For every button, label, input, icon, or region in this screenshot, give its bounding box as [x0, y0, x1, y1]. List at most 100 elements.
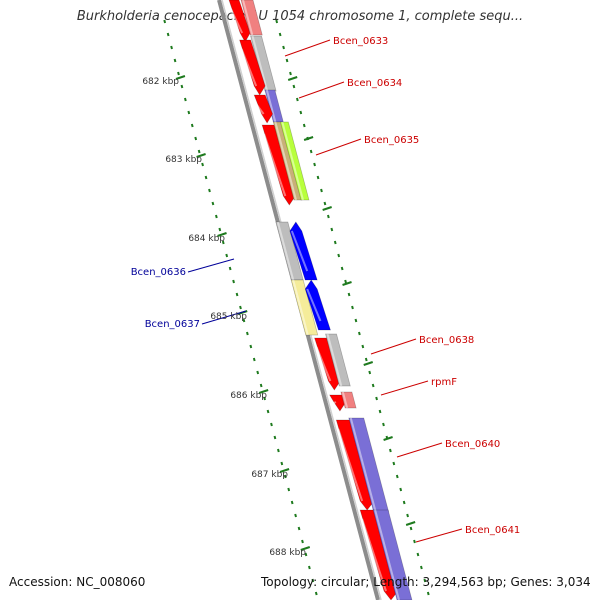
gene-bcen-0634-shine — [265, 89, 277, 123]
right-ruler-minor-tick — [371, 383, 375, 388]
right-ruler-minor-tick — [299, 110, 303, 115]
right-ruler-minor-tick — [382, 422, 385, 427]
ruler-label-682: 682 kbp — [142, 77, 179, 87]
gene-bcen-0636-shine — [276, 221, 295, 281]
gene-bcen-0633-top-shine — [242, 0, 254, 36]
right-ruler-minor-tick — [309, 149, 313, 154]
right-ruler-minor-tick — [423, 578, 427, 583]
left-ruler-minor-tick — [252, 357, 256, 362]
right-ruler-minor-tick — [395, 474, 399, 479]
left-ruler-major-tick — [217, 232, 227, 237]
left-ruler-minor-tick — [308, 565, 311, 570]
gene-label-bcen-0640[interactable]: Bcen_0640 — [445, 439, 500, 450]
left-ruler-minor-tick — [177, 71, 180, 76]
left-ruler-minor-tick — [204, 175, 208, 180]
right-ruler-minor-tick — [344, 279, 347, 284]
gene-bcen-0636-blue-shine — [290, 230, 309, 272]
right-ruler-minor-tick — [409, 526, 413, 531]
right-ruler-minor-tick — [327, 214, 330, 219]
gene-bcen-0632-shine — [230, 8, 244, 34]
topology-text: Topology: circular; Length: 3,294,563 bp… — [261, 575, 591, 589]
gene-label-bcen-0635[interactable]: Bcen_0635 — [364, 135, 419, 146]
gene-bcen-0632 — [228, 0, 251, 43]
left-ruler-minor-tick — [190, 123, 194, 128]
gene-bcen-0635-red-shine — [263, 133, 287, 197]
right-ruler-minor-tick — [375, 396, 378, 401]
left-ruler-minor-tick — [221, 240, 225, 245]
right-ruler-minor-tick — [351, 305, 354, 310]
left-ruler-minor-tick — [314, 591, 318, 596]
gene-label-bcen-0633[interactable]: Bcen_0633 — [333, 36, 388, 47]
left-ruler-minor-tick — [294, 513, 297, 518]
right-ruler-minor-tick — [364, 357, 368, 362]
leader-bcen-0633 — [284, 39, 331, 57]
gene-label-bcen-0634[interactable]: Bcen_0634 — [347, 78, 402, 89]
gene-bcen-0640-red-shine — [337, 428, 364, 502]
gene-bcen-0635-tan — [272, 121, 303, 201]
leader-bcen-0636 — [187, 258, 235, 273]
leader-rpmf — [380, 380, 429, 396]
left-ruler-minor-tick — [249, 344, 253, 349]
gene-rpmf-shine — [341, 391, 349, 409]
right-ruler-minor-tick — [292, 84, 296, 89]
right-ruler-minor-tick — [399, 487, 403, 492]
leader-bcen-0637 — [201, 310, 247, 325]
right-ruler-major-tick — [322, 206, 332, 211]
right-ruler-minor-tick — [323, 201, 327, 206]
gene-bcen-0640-shine — [349, 417, 377, 513]
left-ruler-major-tick — [196, 153, 206, 158]
left-ruler-minor-tick — [263, 396, 266, 401]
right-ruler-minor-tick — [368, 370, 372, 375]
gene-bcen-0635-shine — [281, 121, 304, 201]
left-ruler-minor-tick — [256, 370, 260, 375]
gene-label-bcen-0638[interactable]: Bcen_0638 — [419, 335, 474, 346]
right-ruler-major-tick — [303, 136, 314, 141]
left-ruler-minor-tick — [301, 539, 304, 544]
gene-layer[interactable] — [228, 0, 413, 600]
right-ruler-minor-tick — [340, 266, 344, 271]
right-ruler-minor-tick — [406, 513, 409, 518]
left-ruler-minor-tick — [235, 292, 239, 297]
gene-label-bcen-0637[interactable]: Bcen_0637 — [145, 319, 200, 330]
left-ruler-minor-tick — [239, 305, 242, 310]
left-ruler-major-tick — [175, 75, 186, 80]
right-ruler-major-tick — [363, 361, 374, 366]
right-ruler-minor-tick — [402, 500, 406, 505]
left-ruler-minor-tick — [304, 552, 308, 557]
leader-bcen-0638 — [370, 338, 417, 355]
right-ruler-minor-tick — [358, 331, 361, 336]
right-ruler-minor-tick — [347, 292, 351, 297]
leader-bcen-0634 — [298, 81, 345, 99]
left-ruler-minor-tick — [311, 578, 315, 583]
left-ruler-minor-tick — [270, 422, 273, 427]
gene-bcen-0638-red — [314, 337, 341, 391]
ruler-label-687: 687 kbp — [251, 470, 288, 480]
left-ruler-minor-tick — [266, 409, 270, 414]
gene-bcen-0637-blue — [304, 279, 331, 331]
left-ruler-major-tick — [279, 468, 290, 473]
right-ruler-minor-tick — [302, 123, 306, 128]
left-ruler-minor-tick — [246, 331, 249, 336]
gene-rpmf-red-shine — [331, 401, 337, 405]
ruler-label-685: 685 kbp — [210, 312, 247, 322]
left-ruler-minor-tick — [173, 58, 177, 63]
gene-label-rpmf[interactable]: rpmF — [431, 377, 457, 388]
left-ruler-minor-tick — [180, 84, 184, 89]
left-ruler-minor-tick — [242, 318, 246, 323]
gene-label-bcen-0636[interactable]: Bcen_0636 — [131, 267, 186, 278]
right-ruler-minor-tick — [296, 97, 299, 102]
right-ruler-minor-tick — [316, 175, 320, 180]
left-ruler-minor-tick — [211, 201, 215, 206]
left-ruler-major-tick — [300, 546, 311, 551]
gene-bcen-0641 — [372, 509, 413, 600]
leader-bcen-0641 — [415, 528, 463, 543]
right-ruler-minor-tick — [337, 253, 341, 258]
gene-bcen-0637-blue-shine — [306, 288, 322, 322]
gene-bcen-0633-red-shine — [240, 48, 258, 87]
gene-bcen-0637 — [290, 279, 319, 336]
gene-label-bcen-0641[interactable]: Bcen_0641 — [465, 525, 520, 536]
left-ruler-minor-tick — [225, 253, 229, 258]
gene-bcen-0637-shine — [292, 279, 309, 336]
right-ruler-minor-tick — [289, 71, 292, 76]
